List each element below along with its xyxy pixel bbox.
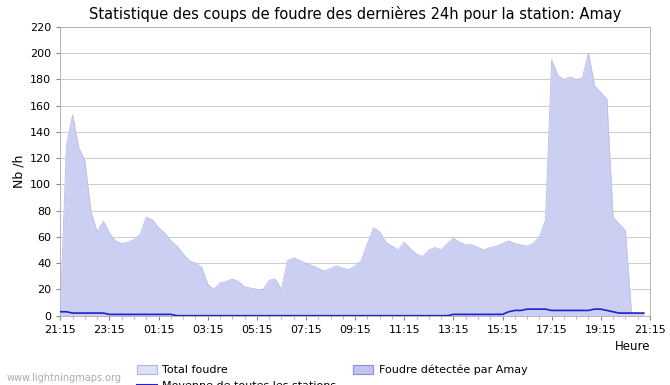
Y-axis label: Nb /h: Nb /h — [13, 155, 26, 188]
Text: www.lightningmaps.org: www.lightningmaps.org — [7, 373, 122, 383]
Title: Statistique des coups de foudre des dernières 24h pour la station: Amay: Statistique des coups de foudre des dern… — [89, 6, 621, 22]
Text: Heure: Heure — [614, 340, 650, 353]
Legend: Total foudre, Moyenne de toutes les stations, Foudre détectée par Amay: Total foudre, Moyenne de toutes les stat… — [137, 365, 527, 385]
